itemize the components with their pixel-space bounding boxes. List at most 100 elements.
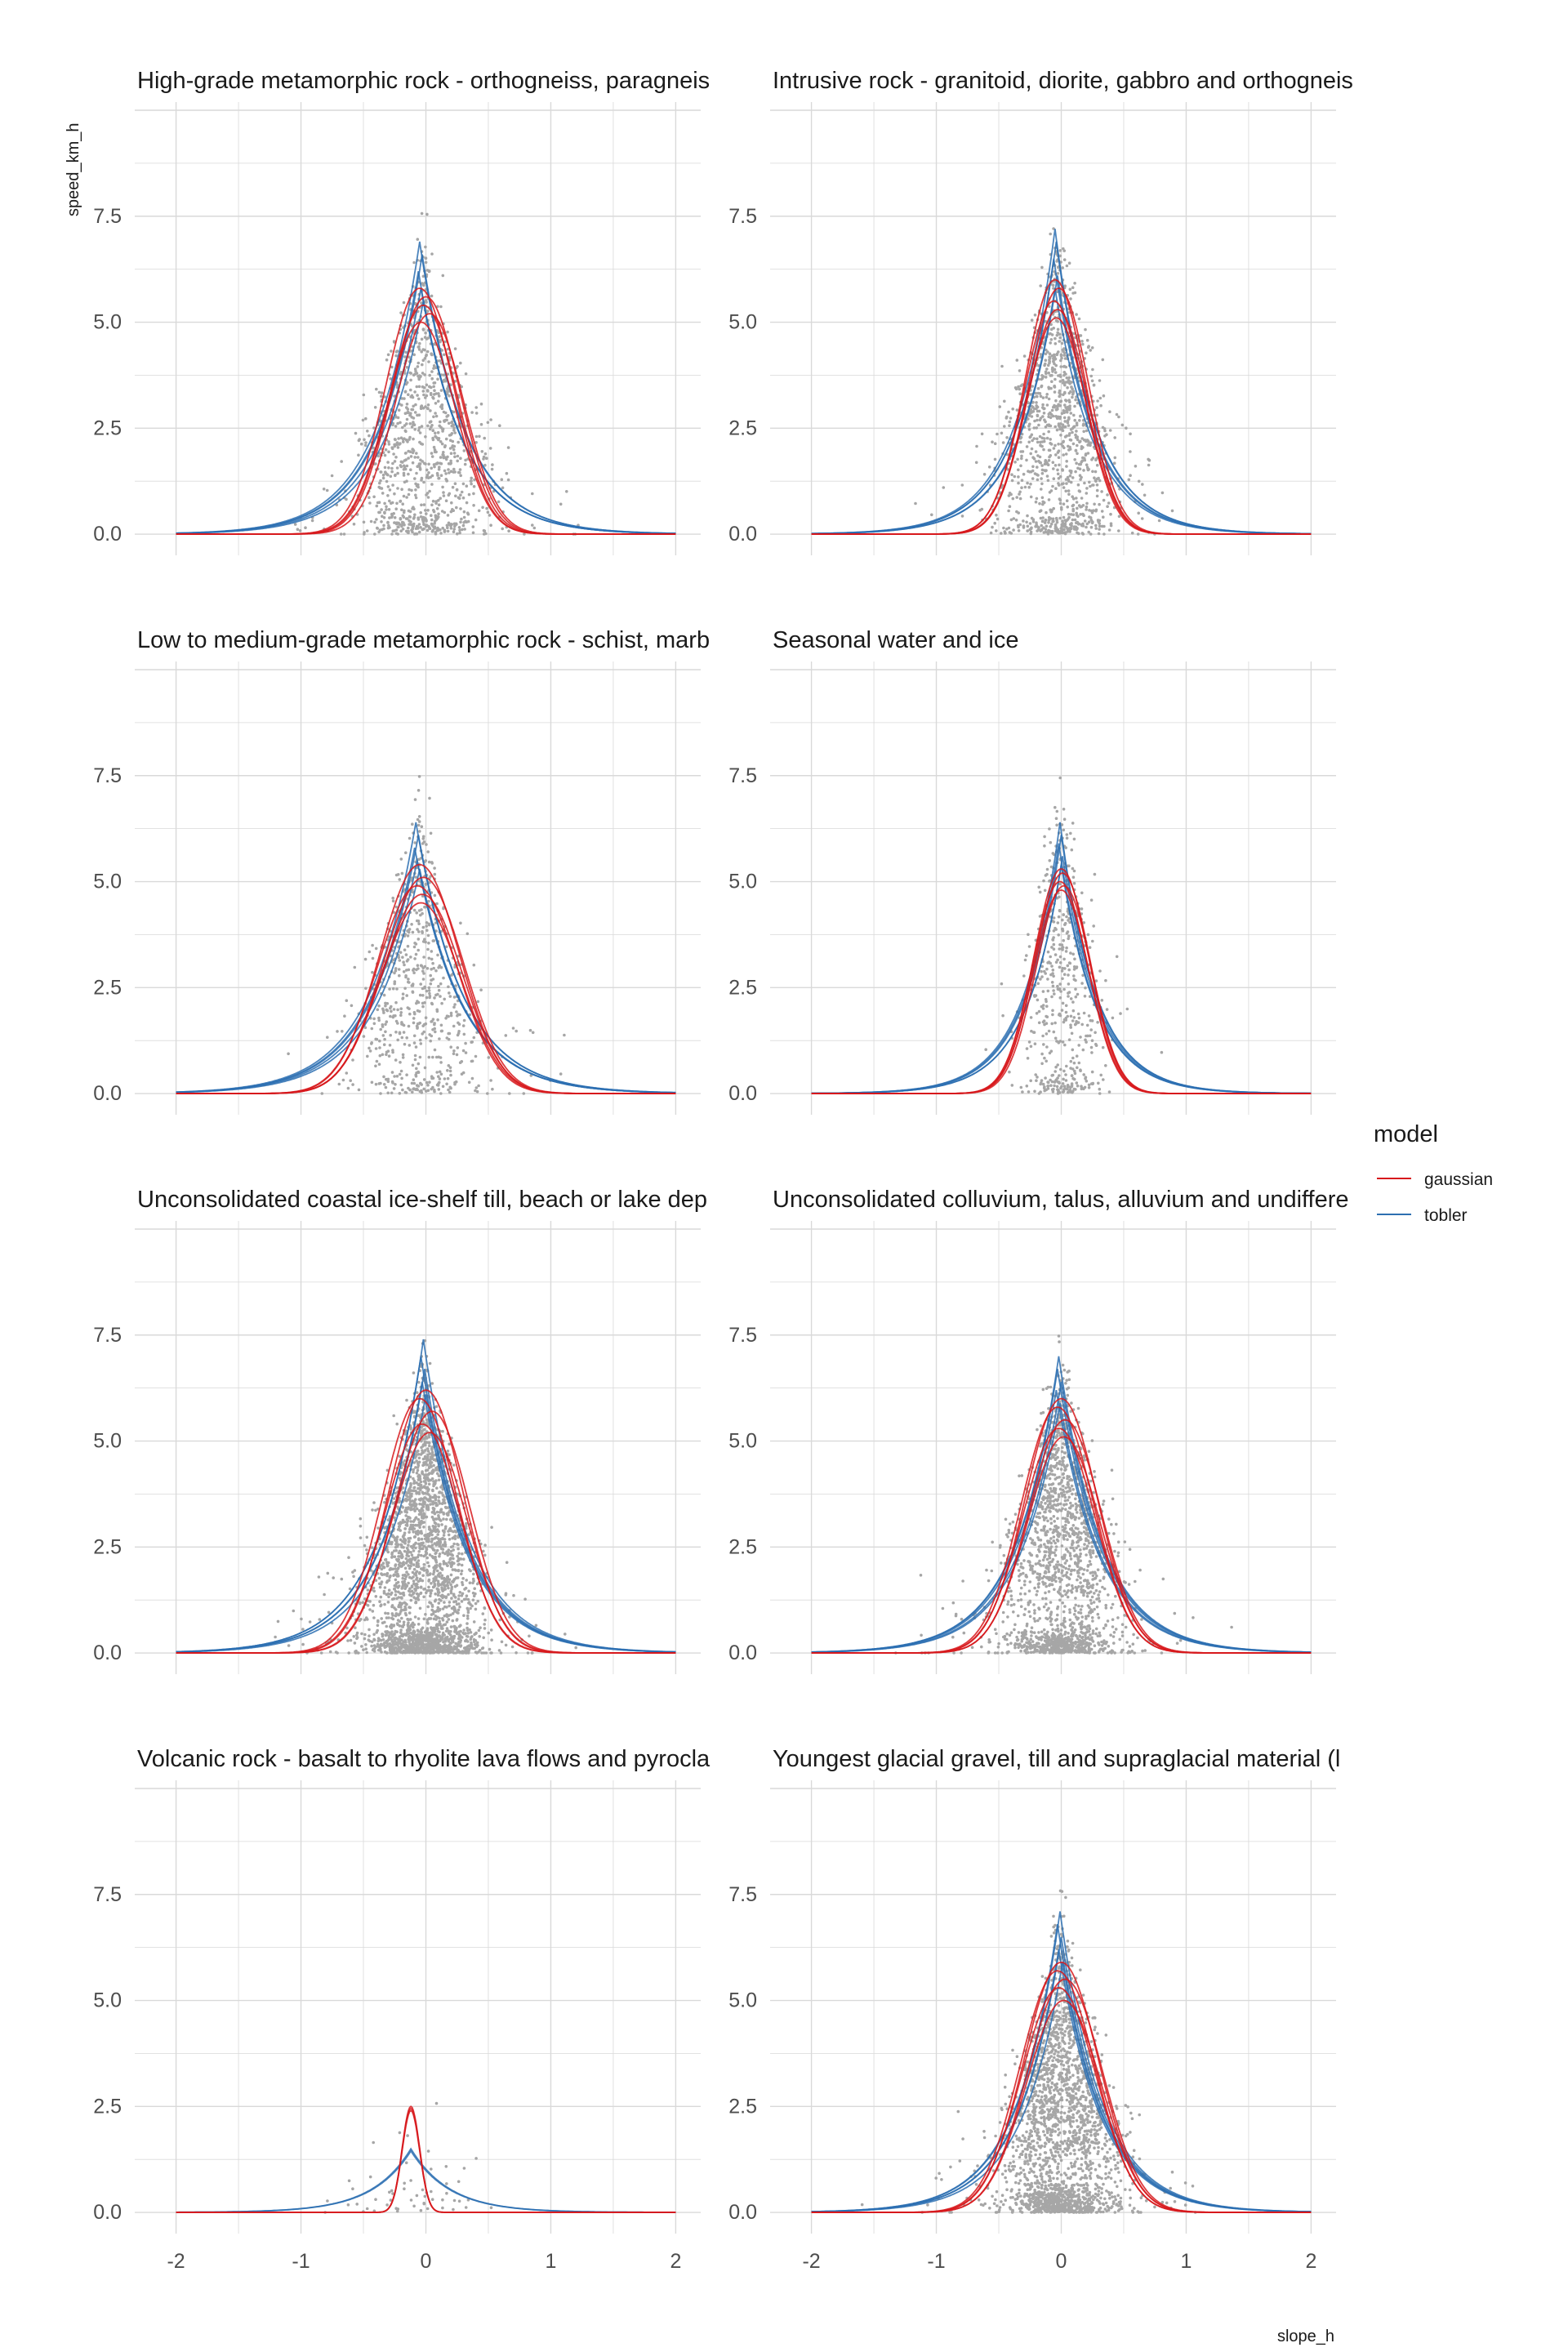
data-point xyxy=(1071,513,1076,517)
data-point xyxy=(1031,385,1034,388)
data-point xyxy=(1054,415,1058,418)
data-point xyxy=(460,1563,464,1567)
data-point xyxy=(1081,342,1085,346)
data-point xyxy=(413,477,416,480)
data-point xyxy=(1050,354,1054,358)
data-point xyxy=(412,1021,416,1025)
data-point xyxy=(385,1468,390,1472)
data-point xyxy=(1089,1045,1094,1049)
data-point xyxy=(1072,869,1076,873)
data-point xyxy=(1010,473,1013,476)
data-point xyxy=(1022,472,1026,476)
data-point xyxy=(472,1620,476,1624)
data-point xyxy=(1054,357,1058,361)
data-point xyxy=(1089,525,1094,529)
data-point xyxy=(339,532,343,536)
data-point xyxy=(410,1489,413,1492)
data-point xyxy=(430,376,434,381)
data-point xyxy=(428,1361,432,1365)
data-point xyxy=(1070,470,1073,473)
data-point xyxy=(370,1027,374,1031)
data-point xyxy=(1130,531,1134,535)
data-point xyxy=(1073,1022,1077,1027)
data-point xyxy=(1035,1079,1038,1082)
data-point xyxy=(1084,1077,1087,1080)
data-point xyxy=(374,1082,378,1086)
data-point xyxy=(437,392,440,395)
data-point xyxy=(401,425,404,430)
data-point xyxy=(412,971,416,974)
data-point xyxy=(506,478,510,482)
data-point xyxy=(296,528,300,531)
data-point xyxy=(1031,477,1035,480)
data-point xyxy=(403,390,408,394)
data-point xyxy=(449,1073,452,1077)
data-point xyxy=(427,462,430,466)
data-point xyxy=(418,1055,422,1059)
data-point xyxy=(347,1556,350,1559)
data-point xyxy=(1062,515,1066,519)
data-point xyxy=(1054,529,1058,532)
data-point xyxy=(415,1471,419,1475)
data-point xyxy=(462,521,466,524)
data-point xyxy=(1042,432,1045,436)
data-point xyxy=(1071,430,1074,434)
data-point xyxy=(1044,460,1047,463)
data-point xyxy=(395,466,399,470)
data-point xyxy=(1060,943,1064,947)
data-point xyxy=(423,938,426,941)
data-point xyxy=(1060,1009,1064,1012)
data-point xyxy=(424,517,427,520)
data-point xyxy=(458,1061,462,1064)
data-point xyxy=(393,1516,397,1520)
data-point xyxy=(1076,466,1080,470)
data-point xyxy=(1069,831,1072,835)
data-point xyxy=(399,1011,403,1014)
data-point xyxy=(1011,408,1014,411)
data-point xyxy=(1057,449,1061,452)
data-point xyxy=(1066,385,1069,390)
data-point xyxy=(415,1570,419,1574)
data-point xyxy=(417,815,421,818)
data-point xyxy=(1036,529,1039,532)
data-point xyxy=(394,1014,397,1018)
data-point xyxy=(432,385,435,389)
data-point xyxy=(446,526,449,529)
data-point xyxy=(364,416,368,421)
data-point xyxy=(1045,1004,1049,1008)
data-point xyxy=(402,970,406,973)
data-point xyxy=(420,479,423,482)
data-point xyxy=(372,1022,376,1026)
data-point xyxy=(354,1651,358,1655)
data-point xyxy=(422,1030,425,1034)
data-point xyxy=(426,407,430,411)
data-point xyxy=(449,523,452,528)
data-point xyxy=(1096,399,1099,403)
data-point xyxy=(448,471,451,474)
data-point xyxy=(1064,1079,1068,1082)
data-point xyxy=(1065,833,1069,836)
data-point xyxy=(374,1595,378,1598)
data-point xyxy=(411,1063,415,1067)
data-point xyxy=(1040,477,1043,480)
data-point xyxy=(463,528,466,531)
data-point xyxy=(415,471,418,475)
data-point xyxy=(1018,523,1022,527)
data-point xyxy=(362,520,366,524)
data-point xyxy=(438,466,441,469)
data-point xyxy=(1059,1086,1062,1090)
data-point xyxy=(1061,918,1064,922)
data-point xyxy=(1085,351,1088,355)
data-point xyxy=(483,1553,487,1557)
data-point xyxy=(365,1535,369,1539)
data-point xyxy=(408,1587,412,1591)
data-point xyxy=(422,956,425,959)
data-point xyxy=(1048,360,1051,363)
data-point xyxy=(467,1080,471,1085)
data-point xyxy=(1075,966,1078,969)
data-point xyxy=(469,1606,472,1610)
data-point xyxy=(1129,474,1132,477)
data-point xyxy=(346,1639,350,1642)
data-point xyxy=(452,1049,456,1053)
data-point xyxy=(471,531,475,535)
